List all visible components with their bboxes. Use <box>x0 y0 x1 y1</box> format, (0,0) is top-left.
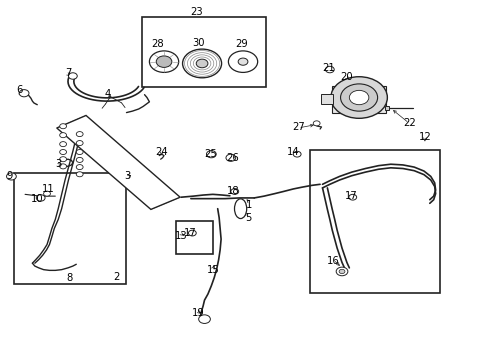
Text: 24: 24 <box>155 147 167 157</box>
Text: 5: 5 <box>244 213 251 223</box>
Text: 29: 29 <box>235 40 248 49</box>
Text: 15: 15 <box>206 265 219 275</box>
Text: 11: 11 <box>42 184 55 194</box>
Text: 19: 19 <box>191 309 204 318</box>
Circle shape <box>228 51 257 72</box>
Text: 3: 3 <box>124 171 130 181</box>
Circle shape <box>149 51 178 72</box>
Circle shape <box>230 189 238 194</box>
Text: 1: 1 <box>245 200 252 210</box>
Text: 7: 7 <box>65 68 71 78</box>
Circle shape <box>348 90 368 105</box>
Circle shape <box>340 84 377 111</box>
Circle shape <box>19 90 29 97</box>
Text: 13: 13 <box>174 231 187 240</box>
Circle shape <box>76 165 83 170</box>
Circle shape <box>43 191 50 196</box>
Text: 27: 27 <box>291 122 304 132</box>
Circle shape <box>76 172 83 177</box>
Text: 17: 17 <box>183 228 196 238</box>
Bar <box>384 107 388 110</box>
Text: 17: 17 <box>344 191 356 201</box>
Circle shape <box>60 141 66 147</box>
Circle shape <box>325 66 333 73</box>
Circle shape <box>60 157 66 162</box>
Circle shape <box>6 173 16 180</box>
Circle shape <box>188 230 196 236</box>
Circle shape <box>206 150 216 158</box>
Bar <box>331 86 385 113</box>
Circle shape <box>60 164 66 169</box>
Text: 22: 22 <box>402 118 415 128</box>
Circle shape <box>335 267 347 276</box>
Text: 28: 28 <box>151 40 163 49</box>
Circle shape <box>293 151 301 157</box>
Circle shape <box>330 77 386 118</box>
Circle shape <box>60 133 66 138</box>
Text: 8: 8 <box>67 273 73 283</box>
Circle shape <box>76 132 83 136</box>
Ellipse shape <box>234 199 246 219</box>
Circle shape <box>60 149 66 154</box>
Text: 18: 18 <box>226 186 239 196</box>
Text: 25: 25 <box>203 149 216 159</box>
Text: 3: 3 <box>55 159 61 169</box>
Circle shape <box>225 154 235 161</box>
Circle shape <box>60 124 66 129</box>
Text: 6: 6 <box>16 85 22 95</box>
Circle shape <box>313 121 320 126</box>
Text: 10: 10 <box>31 194 43 204</box>
Circle shape <box>36 195 45 201</box>
Bar <box>14 173 126 284</box>
Text: 23: 23 <box>190 7 203 17</box>
Text: 9: 9 <box>6 171 13 181</box>
Text: 12: 12 <box>418 132 430 142</box>
Bar <box>310 149 439 293</box>
Circle shape <box>338 269 344 274</box>
Bar <box>321 94 332 104</box>
Circle shape <box>238 58 247 65</box>
Text: 21: 21 <box>321 63 334 73</box>
Circle shape <box>182 49 221 78</box>
Circle shape <box>76 149 83 154</box>
Circle shape <box>196 59 207 68</box>
Polygon shape <box>57 116 180 210</box>
Text: 16: 16 <box>326 256 339 266</box>
Circle shape <box>68 73 77 79</box>
Text: 26: 26 <box>225 153 238 163</box>
Text: 14: 14 <box>286 147 299 157</box>
Text: 2: 2 <box>113 272 120 282</box>
Text: 30: 30 <box>191 38 204 48</box>
Circle shape <box>156 56 171 67</box>
Bar <box>176 221 212 253</box>
Circle shape <box>76 157 83 162</box>
Text: 4: 4 <box>104 89 111 99</box>
Text: 20: 20 <box>340 72 352 82</box>
Circle shape <box>348 194 356 200</box>
Bar <box>142 17 266 87</box>
Circle shape <box>76 140 83 145</box>
Circle shape <box>198 315 210 323</box>
